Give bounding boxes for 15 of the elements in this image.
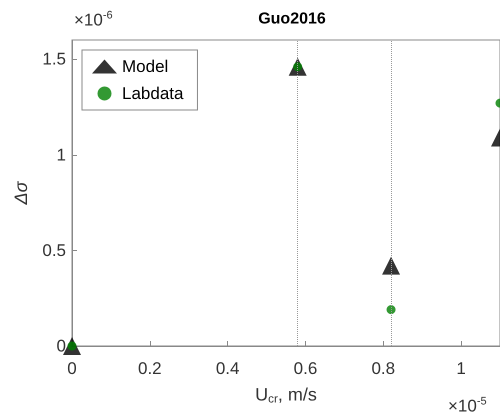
legend-label: Labdata <box>122 84 184 103</box>
y-tick-label: 0.5 <box>42 240 66 260</box>
point <box>382 256 400 275</box>
x-tick-label: 0.6 <box>294 359 318 378</box>
y-tick-label: 1 <box>56 145 66 164</box>
x-tick-label: 0.8 <box>371 359 396 378</box>
y-tick-label: 1.5 <box>42 50 66 69</box>
legend-label: Model <box>122 57 168 76</box>
y-axis-title: Δσ <box>11 180 31 206</box>
chart-title: Guo2016 <box>258 10 326 28</box>
x-tick-label: 0.2 <box>138 359 162 378</box>
point <box>386 305 396 314</box>
x-tick-label: 1 <box>456 359 466 378</box>
y-tick-label: 0 <box>56 336 66 356</box>
x-tick-label: 0.4 <box>216 359 240 378</box>
